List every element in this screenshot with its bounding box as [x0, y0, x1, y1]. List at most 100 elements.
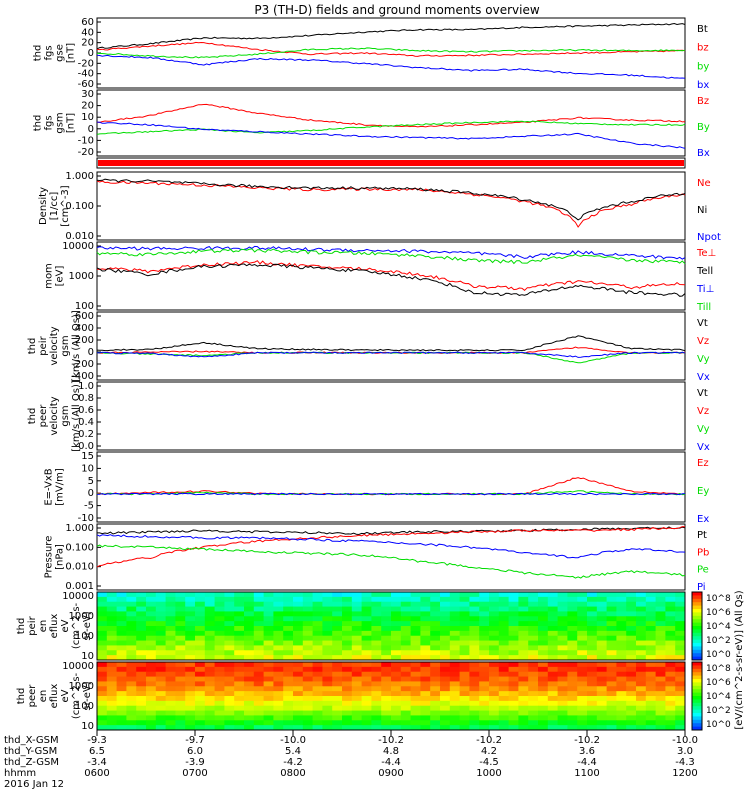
y-tick-label: 15: [81, 451, 94, 462]
spectrogram-cell: [253, 681, 265, 687]
spectrogram-cell: [165, 671, 176, 678]
spectrogram-cell: [498, 640, 510, 646]
spectrogram-cell: [361, 720, 372, 726]
spectrogram-cell: [263, 700, 274, 707]
spectrogram-cell: [440, 635, 451, 642]
spectrogram-cell: [263, 655, 274, 661]
colorbar-segment: [692, 602, 702, 607]
spectrogram-cell: [97, 616, 108, 622]
spectrogram-cell: [302, 616, 314, 622]
spectrogram-cell: [381, 710, 392, 716]
colorbar-segment: [692, 653, 702, 658]
spectrogram-cell: [361, 681, 372, 687]
spectrogram-cell: [430, 696, 441, 702]
spectrogram-cell: [322, 616, 333, 622]
spectrogram-cell: [596, 666, 608, 673]
colorbar-segment: [692, 636, 702, 641]
spectrogram-cell: [283, 596, 294, 603]
spectrogram-cell: [636, 611, 647, 617]
y-axis-label-line: [km/s (All Qs)]: [71, 380, 82, 452]
spectrogram-cell: [146, 596, 157, 603]
spectrogram-cell: [596, 592, 608, 598]
spectrogram-cell: [126, 671, 137, 678]
spectrogram-cell: [293, 640, 304, 646]
spectrogram-cell: [381, 616, 392, 622]
spectrogram-cell: [400, 666, 412, 673]
y-axis-label-line: eflux: [49, 614, 60, 639]
spectrogram-cell: [302, 710, 314, 716]
spectrogram-cell: [528, 635, 539, 642]
x-tick-label: 4.8: [383, 746, 399, 757]
spectrogram-cell: [547, 705, 559, 712]
spectrogram-cell: [204, 592, 216, 598]
spectrogram-cell: [312, 666, 323, 673]
spectrogram-cell: [351, 666, 363, 673]
colorbar-segment: [692, 656, 702, 661]
spectrogram-cell: [459, 635, 470, 642]
spectrogram-cell: [155, 696, 167, 702]
spectrogram-cell: [410, 601, 421, 608]
spectrogram-cell: [116, 640, 127, 646]
spectrogram-cell: [312, 671, 323, 678]
spectrogram-cell: [381, 626, 392, 632]
spectrogram-cell: [469, 616, 480, 622]
spectrogram-cell: [175, 616, 186, 622]
spectrogram-cell: [253, 645, 265, 651]
spectrogram-cell: [97, 725, 108, 731]
spectrogram-cell: [449, 606, 461, 612]
spectrogram-cell: [587, 666, 598, 673]
spectrogram-cell: [420, 720, 431, 726]
spectrogram-cell: [97, 645, 108, 651]
spectrogram-cell: [185, 681, 196, 687]
spectrogram-cell: [351, 626, 363, 632]
spectrogram-cell: [106, 681, 118, 687]
spectrogram-cell: [312, 691, 323, 697]
spectrogram-cell: [430, 715, 441, 721]
spectrogram-cell: [616, 686, 627, 692]
colorbar-segment: [692, 632, 702, 637]
x-tick-label: 3.6: [579, 746, 595, 757]
spectrogram-cell: [332, 715, 343, 721]
spectrogram-cell: [273, 700, 284, 707]
spectrogram-cell: [97, 715, 108, 721]
spectrogram-cell: [449, 611, 461, 617]
spectrogram-cell: [577, 686, 588, 692]
x-row-label: thd_X-GSM: [4, 735, 59, 746]
spectrogram-cell: [273, 655, 284, 661]
spectrogram-cell: [479, 601, 490, 608]
spectrogram-cell: [126, 696, 137, 702]
y-tick-label: 600: [75, 311, 94, 322]
spectrogram-cell: [547, 662, 559, 668]
spectrogram-cell: [626, 666, 637, 673]
spectrogram-cell: [293, 616, 304, 622]
spectrogram-cell: [547, 676, 559, 682]
colorbar-segment: [692, 598, 702, 603]
colorbar-segment: [692, 595, 702, 600]
y-tick-label: 0: [88, 124, 94, 135]
spectrogram-cell: [577, 626, 588, 632]
x-tick-label: -10.2: [378, 735, 404, 746]
spectrogram-cell: [479, 662, 490, 668]
spectrogram-cell: [636, 676, 647, 682]
spectrogram-cell: [322, 725, 333, 731]
spectrogram-cell: [361, 650, 372, 656]
spectrogram-cell: [185, 592, 196, 598]
spectrogram-cell: [371, 686, 382, 692]
spectrogram-cell: [116, 700, 127, 707]
y-tick-label: 0: [88, 347, 94, 358]
spectrogram-cell: [430, 691, 441, 697]
spectrogram-cell: [165, 676, 176, 682]
spectrogram-cell: [234, 640, 245, 646]
y-tick-label: 30: [81, 89, 94, 100]
spectrogram-cell: [400, 671, 412, 678]
y-axis-label: Density[1/cc][cm^-3]: [38, 185, 71, 226]
spectrogram-cell: [97, 686, 108, 692]
spectrogram-cell: [400, 601, 412, 608]
spectrogram-cell: [351, 662, 363, 668]
spectrogram-cell: [371, 630, 382, 637]
spectrogram-cell: [596, 662, 608, 668]
spectrogram-cell: [155, 720, 167, 726]
spectrogram-cell: [528, 621, 539, 627]
spectrogram-cell: [626, 606, 637, 612]
spectrogram-cell: [538, 655, 549, 661]
